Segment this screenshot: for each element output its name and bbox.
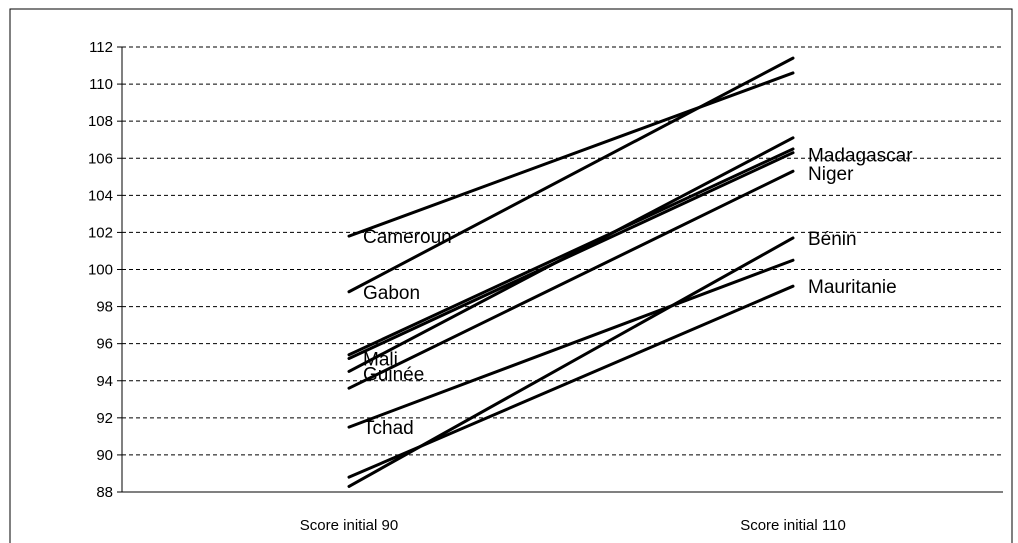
y-tick-label: 88 (96, 484, 113, 501)
y-tick-label: 98 (96, 299, 113, 316)
series-line (347, 258, 795, 429)
y-tick-label: 102 (88, 224, 113, 241)
y-tick-label: 94 (96, 373, 113, 390)
series-label: Madagascar (808, 146, 913, 167)
series-label: Mauritanie (808, 277, 897, 298)
series-label: Bénin (808, 229, 857, 250)
y-tick-label: 112 (89, 39, 113, 56)
y-tick-label: 104 (88, 187, 113, 204)
series-line (347, 56, 795, 294)
y-tick-label: 90 (96, 447, 113, 464)
series-label: Niger (808, 164, 854, 185)
y-tick-label: 96 (96, 336, 113, 353)
y-tick-label: 108 (88, 113, 113, 130)
series-line (347, 169, 795, 390)
series-label: Tchad (363, 418, 414, 439)
series-label: Mali (363, 350, 398, 371)
chart-frame (9, 8, 1013, 543)
y-tick-label: 100 (88, 262, 113, 279)
axes: 88 90 92 94 96 98 100 102 104 106 108 110 112 Score i… (88, 39, 1003, 534)
y-tick-label: 106 (88, 150, 113, 167)
series-lines (347, 56, 795, 488)
y-tick-label: 92 (96, 410, 113, 427)
series-label: Guinée (363, 364, 424, 385)
y-tick-label: 110 (89, 76, 113, 93)
series-label: Cameroun (363, 227, 452, 248)
x-tick-label: Score initial 90 (300, 517, 398, 534)
series-line (347, 236, 795, 488)
x-tick-label: Score initial 110 (740, 517, 846, 534)
series-line (347, 136, 795, 373)
series-line (347, 71, 795, 238)
series-line (347, 147, 795, 357)
series-label: Gabon (363, 283, 420, 304)
